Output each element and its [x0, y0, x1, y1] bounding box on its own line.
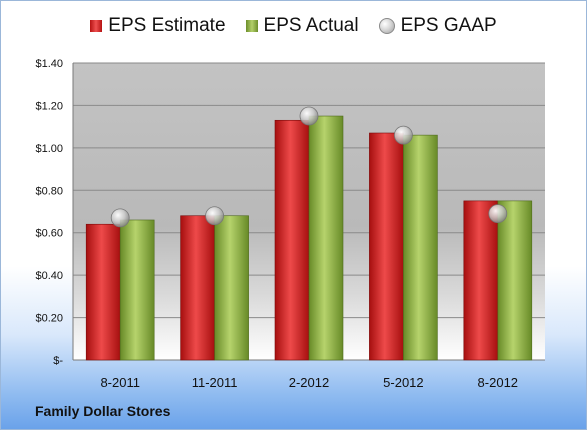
bar-eps-estimate — [274, 119, 310, 361]
marker-eps-gaap — [110, 208, 130, 228]
bar-eps-actual — [308, 115, 344, 361]
y-tick-label: $0.20 — [35, 313, 63, 325]
legend-label-eps-actual: EPS Actual — [263, 15, 359, 36]
bar-eps-estimate — [180, 215, 215, 361]
legend-label-eps-gaap: EPS GAAP — [400, 15, 497, 36]
x-tick-label: 2-2012 — [289, 375, 329, 390]
x-tick-label: 5-2012 — [383, 375, 423, 390]
bar-eps-actual — [119, 219, 155, 361]
bar-eps-estimate — [85, 223, 121, 361]
marker-eps-gaap — [393, 125, 413, 145]
bar-eps-estimate — [369, 132, 404, 361]
legend-swatch-eps-estimate — [90, 20, 103, 32]
x-tick-label: 8-2011 — [100, 375, 140, 390]
company-name: Family Dollar Stores — [35, 403, 171, 419]
marker-eps-gaap — [488, 204, 508, 224]
y-tick-label: $0.40 — [35, 270, 63, 282]
legend-swatch-eps-gaap — [378, 18, 395, 34]
y-tick-label: $0.80 — [35, 185, 63, 197]
y-tick-label: $0.60 — [35, 228, 63, 240]
bar-eps-actual — [497, 200, 533, 361]
legend-item-eps-actual: EPS Actual — [245, 15, 359, 37]
legend: EPS Estimate EPS Actual EPS GAAP — [1, 15, 586, 37]
marker-eps-gaap — [299, 106, 319, 126]
y-tick-label: $1.00 — [35, 143, 63, 155]
legend-label-eps-estimate: EPS Estimate — [108, 15, 226, 36]
y-tick-label: $- — [53, 355, 63, 367]
bar-eps-estimate — [463, 200, 499, 361]
legend-swatch-eps-actual — [245, 20, 258, 32]
marker-eps-gaap — [205, 206, 225, 226]
bar-eps-actual — [403, 134, 438, 361]
x-tick-label: 11-2011 — [192, 375, 238, 390]
y-tick-label: $1.40 — [35, 58, 63, 70]
y-tick-label: $1.20 — [35, 100, 63, 112]
legend-item-eps-estimate: EPS Estimate — [90, 15, 226, 37]
x-tick-label: 8-2012 — [478, 375, 518, 390]
bar-eps-actual — [214, 215, 249, 361]
legend-item-eps-gaap: EPS GAAP — [378, 15, 497, 37]
